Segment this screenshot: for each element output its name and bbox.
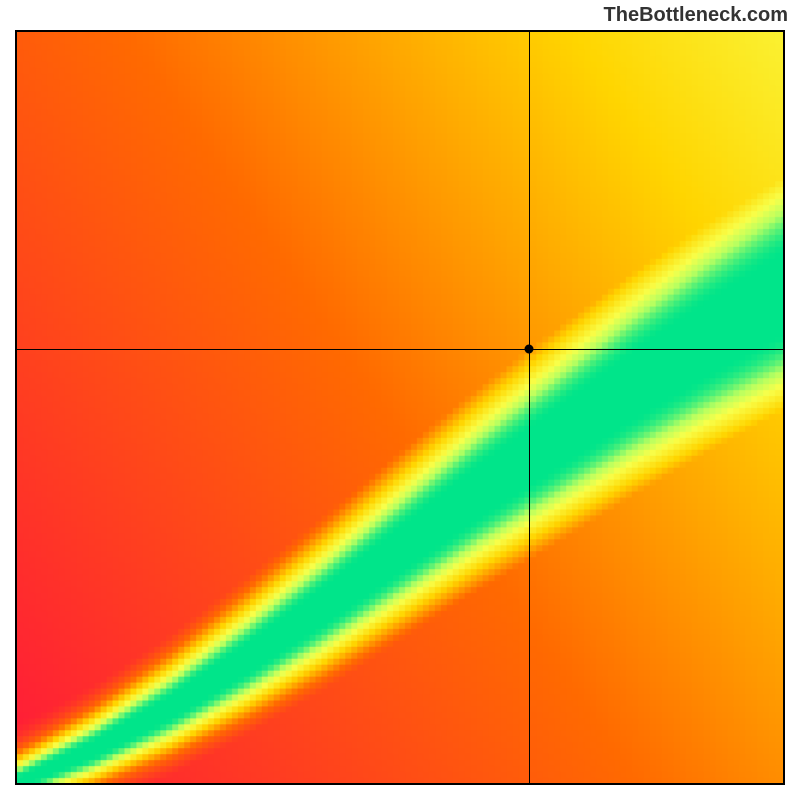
watermark-text: TheBottleneck.com <box>604 4 788 27</box>
crosshair-vertical <box>529 32 530 783</box>
chart-area <box>15 30 785 785</box>
crosshair-horizontal <box>17 349 783 350</box>
marker-dot <box>525 345 534 354</box>
heatmap-canvas <box>17 32 783 783</box>
